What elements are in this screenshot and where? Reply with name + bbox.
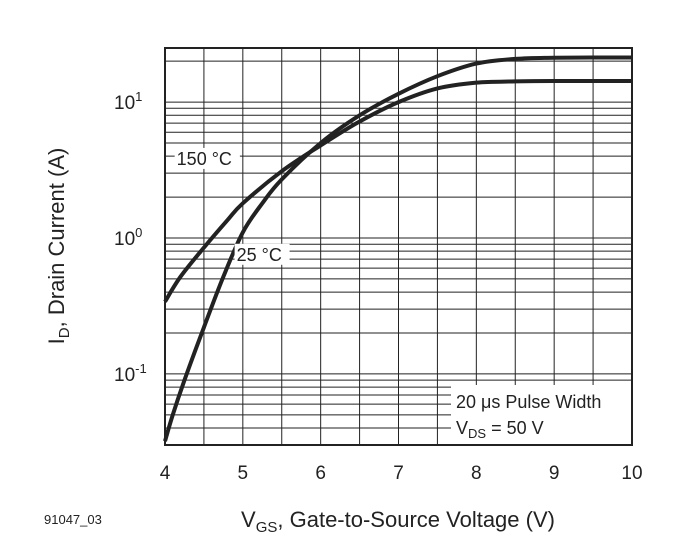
figure-id: 91047_03 <box>44 512 102 527</box>
y-tick-label: 10-1 <box>114 361 147 386</box>
series-label-150c: 150 °C <box>177 149 232 169</box>
series-label-25c: 25 °C <box>237 245 282 265</box>
annotation-box: 20 μs Pulse Width VDS = 50 V <box>451 385 631 444</box>
x-tick-label: 5 <box>238 463 249 484</box>
series-label-bg <box>174 147 240 169</box>
x-tick-label: 7 <box>393 463 404 484</box>
series-line-25c <box>163 55 633 442</box>
x-tick-label: 6 <box>315 463 326 484</box>
x-tick-label: 9 <box>549 463 560 484</box>
series-line-150c <box>163 78 633 303</box>
x-tick-label: 4 <box>160 463 171 484</box>
x-axis-title: VGS, Gate-to-Source Voltage (V) <box>241 507 555 536</box>
y-axis-title: ID, Drain Current (A) <box>44 148 73 345</box>
y-tick-label: 100 <box>114 225 142 250</box>
series-label-bg <box>234 243 290 265</box>
series-layer <box>163 55 633 442</box>
annotation-bg <box>451 385 631 444</box>
series-labels: 150 °C 25 °C <box>174 147 290 265</box>
annotation-vds: VDS = 50 V <box>456 418 544 441</box>
x-tick-label: 8 <box>471 463 482 484</box>
tick-labels: 4 5 6 7 8 9 10 10-1 100 101 <box>114 89 643 484</box>
plot-frame <box>164 47 633 446</box>
x-tick-label: 10 <box>621 463 642 484</box>
y-tick-label: 101 <box>114 89 142 114</box>
annotation-pulse-width: 20 μs Pulse Width <box>456 392 601 412</box>
